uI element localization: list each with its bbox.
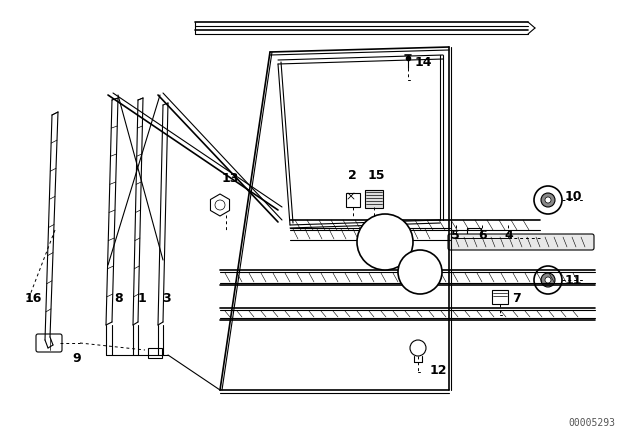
Text: 12: 12 <box>430 363 447 376</box>
Text: 4: 4 <box>504 228 513 241</box>
FancyBboxPatch shape <box>148 348 162 358</box>
Circle shape <box>534 186 562 214</box>
Text: 13: 13 <box>222 172 239 185</box>
Text: 00005293: 00005293 <box>568 418 615 428</box>
Circle shape <box>545 277 551 283</box>
Circle shape <box>541 273 555 287</box>
FancyBboxPatch shape <box>36 334 62 352</box>
FancyBboxPatch shape <box>448 234 594 250</box>
Circle shape <box>545 197 551 203</box>
Text: 2: 2 <box>348 168 356 181</box>
Text: 5: 5 <box>451 228 460 241</box>
Circle shape <box>398 250 442 294</box>
Circle shape <box>410 340 426 356</box>
Circle shape <box>357 214 413 270</box>
Text: 6: 6 <box>478 228 486 241</box>
Text: 3: 3 <box>162 292 171 305</box>
Circle shape <box>215 200 225 210</box>
FancyBboxPatch shape <box>492 290 508 304</box>
Text: 8: 8 <box>114 292 123 305</box>
Circle shape <box>534 266 562 294</box>
FancyBboxPatch shape <box>346 193 360 207</box>
Text: 16: 16 <box>25 292 42 305</box>
FancyBboxPatch shape <box>365 190 383 208</box>
Text: 15: 15 <box>368 168 385 181</box>
Text: 1: 1 <box>138 292 147 305</box>
Text: 14: 14 <box>415 56 433 69</box>
Circle shape <box>541 193 555 207</box>
Polygon shape <box>211 194 230 216</box>
FancyBboxPatch shape <box>467 228 481 238</box>
Text: 10: 10 <box>565 190 582 202</box>
Text: 11: 11 <box>565 273 582 287</box>
Text: 9: 9 <box>72 352 81 365</box>
Text: 7: 7 <box>512 292 521 305</box>
